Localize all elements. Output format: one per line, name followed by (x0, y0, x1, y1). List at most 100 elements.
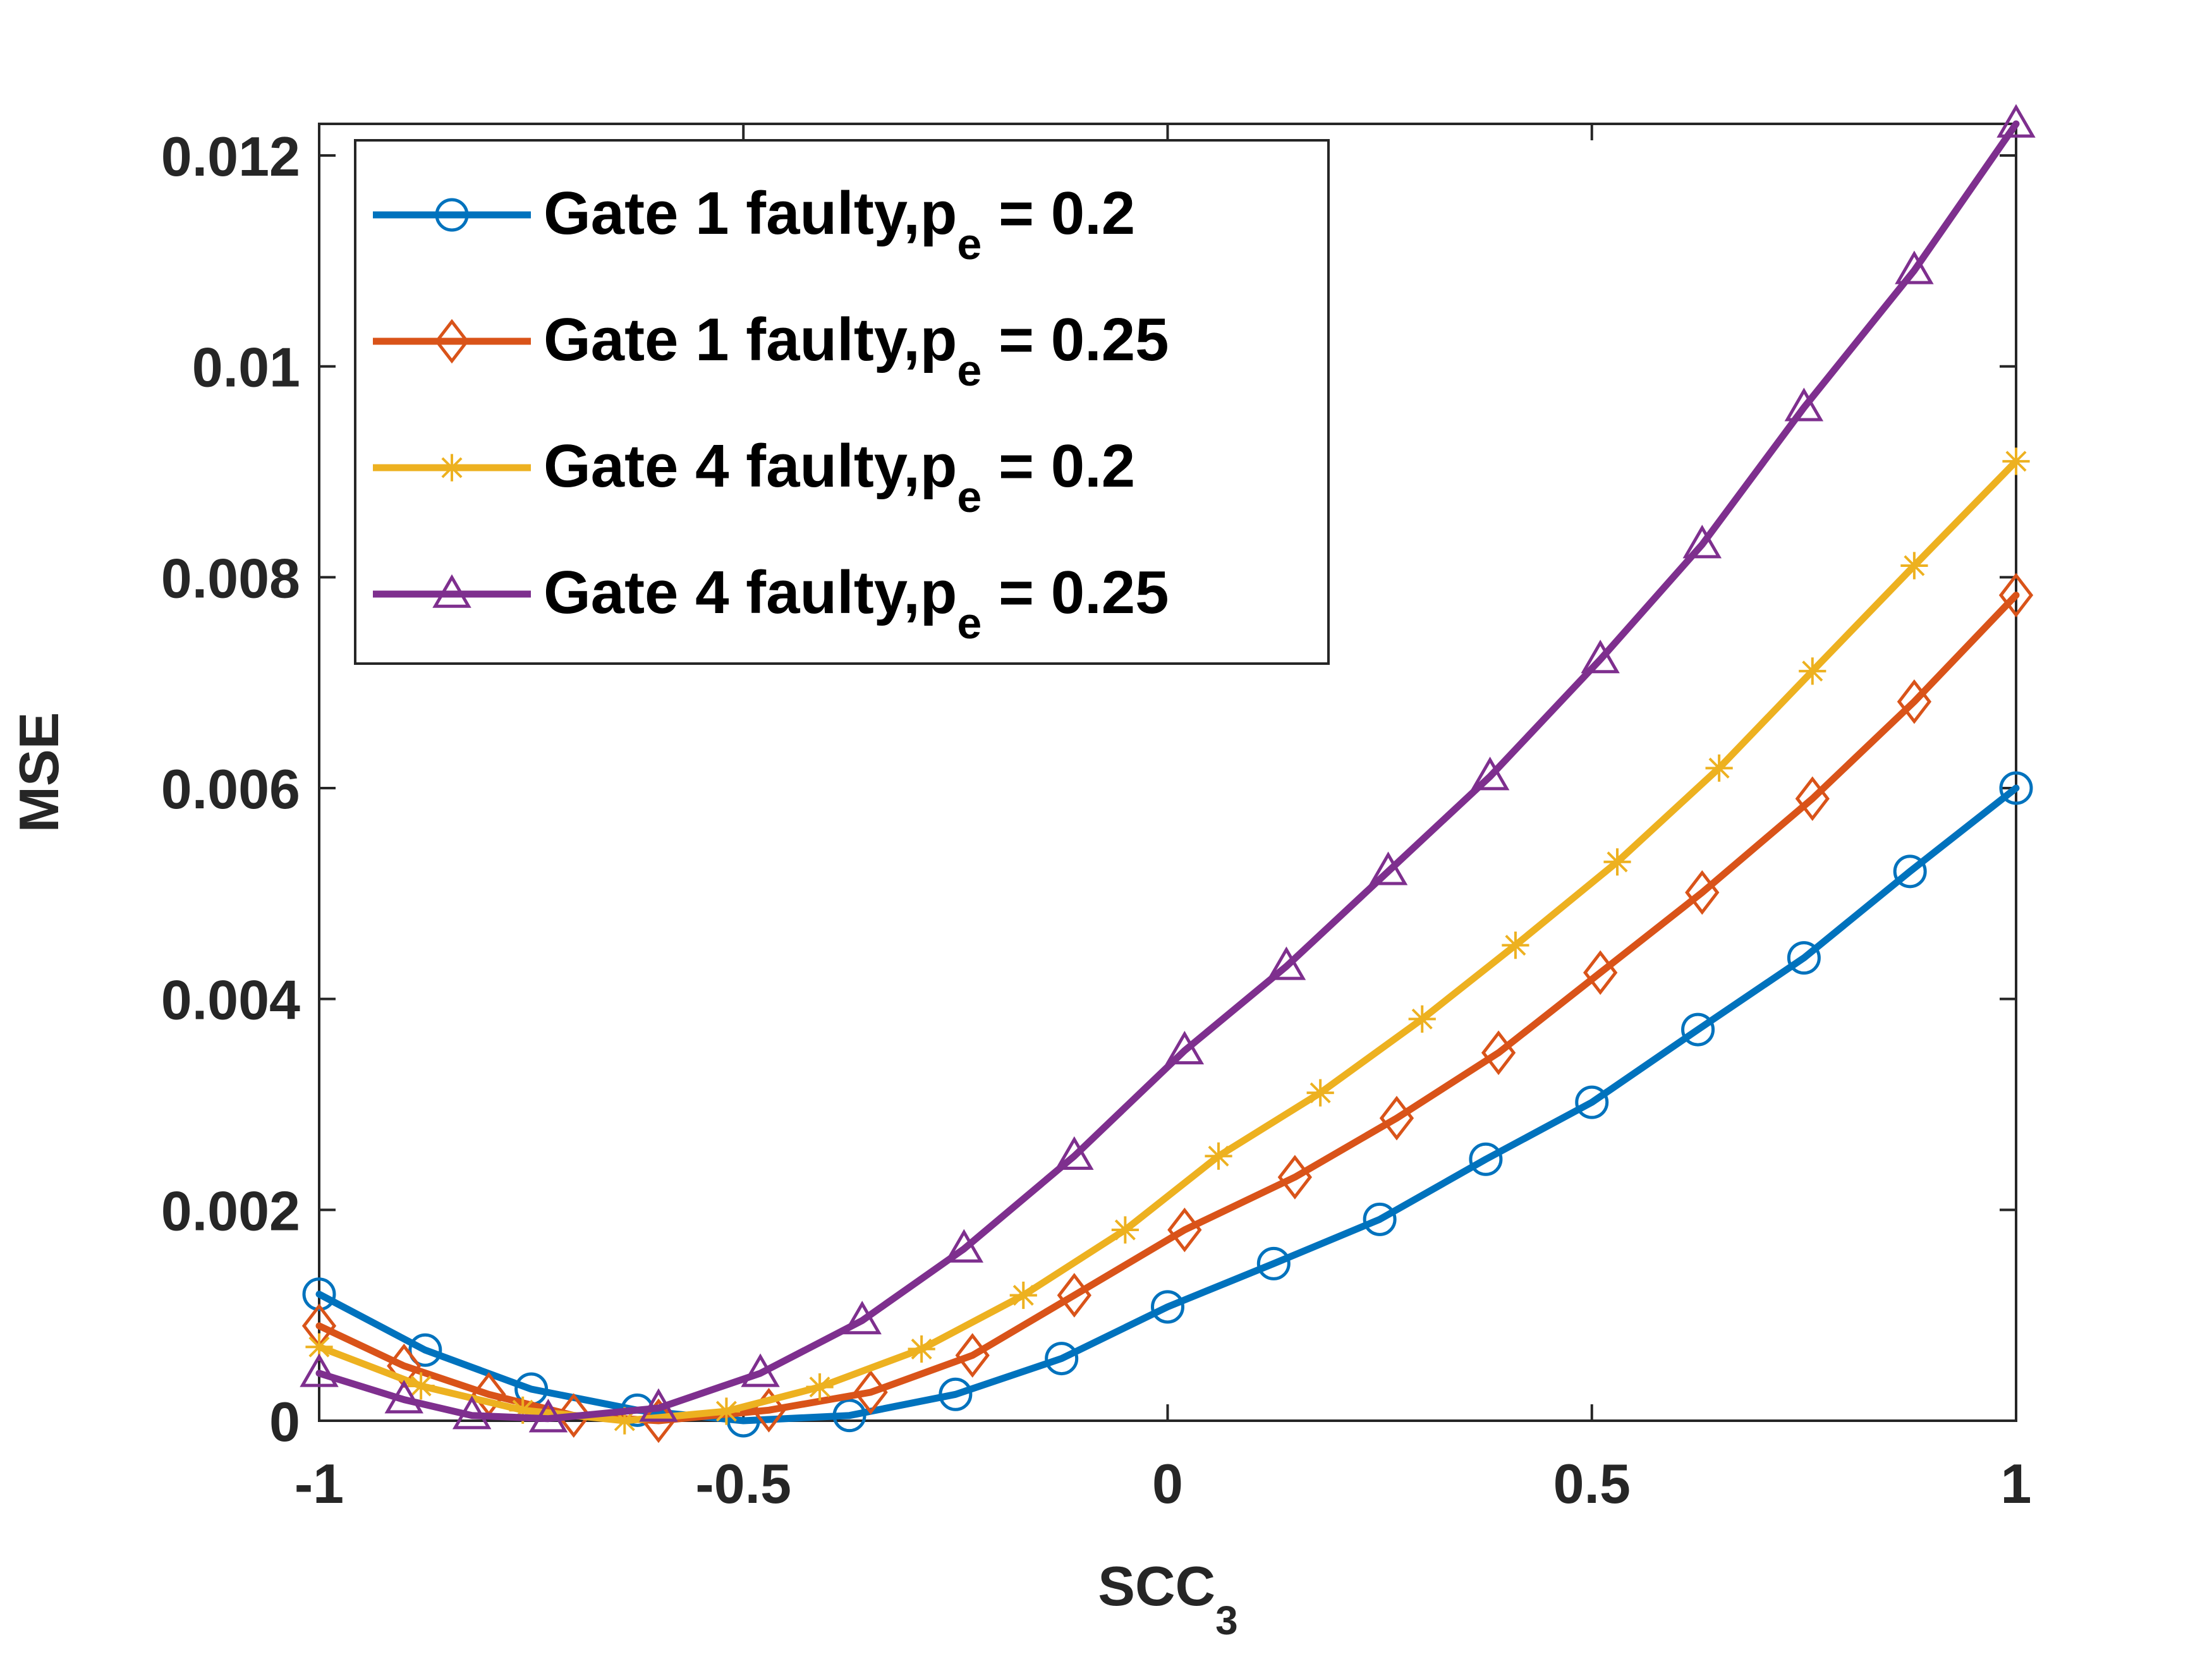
legend-entry-4: Gate 4 faulty,pe = 0.25 (373, 559, 1169, 648)
data-point (712, 1397, 740, 1425)
data-point (853, 1370, 888, 1415)
data-point (1055, 1136, 1094, 1170)
y-tick-label: 0.002 (161, 1179, 300, 1242)
data-point (611, 1407, 638, 1435)
legend-label: Gate 4 faulty,pe = 0.25 (544, 559, 1169, 648)
legend-label-main: Gate 4 faulty,p (544, 432, 957, 500)
data-point (1277, 1155, 1313, 1200)
data-point (1256, 1246, 1291, 1280)
data-point (1681, 1012, 1715, 1047)
legend-marker (432, 574, 471, 608)
series-3 (305, 447, 2030, 1435)
data-point (1111, 1216, 1139, 1244)
y-tick-label: 0.006 (161, 758, 300, 820)
legend-label-main: Gate 4 faulty,p (544, 559, 957, 626)
series-group (300, 104, 2036, 1443)
data-point (384, 1380, 423, 1414)
data-point (1581, 640, 1620, 674)
data-point (302, 1277, 336, 1311)
series-line (315, 458, 2020, 1425)
data-point (832, 1399, 866, 1433)
legend-label-sub: e (957, 219, 981, 269)
data-point (1998, 573, 2034, 618)
legend-entry-2: Gate 1 faulty,pe = 0.25 (373, 306, 1169, 395)
x-tick-label: 0 (1152, 1452, 1183, 1515)
data-point (939, 1377, 973, 1411)
data-point (528, 1399, 568, 1433)
data-point (1784, 387, 1824, 422)
legend-label: Gate 1 faulty,pe = 0.25 (544, 306, 1169, 395)
data-point (1306, 1079, 1334, 1107)
data-point (1603, 848, 1631, 876)
data-point (1583, 950, 1618, 995)
y-tick-label: 0.004 (161, 969, 300, 1031)
tick-labels: -1 -0.5 0 0.5 1 0 0.002 0.004 0.006 0.008 0.01 0.01… (161, 125, 2032, 1515)
y-tick-label: 0.012 (161, 125, 300, 188)
legend-label-tail: = 0.2 (981, 432, 1135, 500)
data-point (1057, 1273, 1091, 1318)
legend-label: Gate 1 faulty,pe = 0.2 (544, 179, 1135, 269)
data-point (1167, 1207, 1202, 1253)
data-point (300, 1353, 339, 1387)
data-point (1685, 870, 1720, 915)
data-point (1481, 1030, 1516, 1076)
legend-label-sub: e (957, 472, 981, 521)
series-1 (302, 771, 2033, 1438)
data-point (2002, 447, 2030, 475)
data-point (1368, 851, 1408, 885)
data-point (1009, 1281, 1037, 1310)
data-point (1795, 776, 1830, 822)
y-axis-label: MSE (8, 712, 70, 833)
y-tick-label: 0 (269, 1390, 300, 1453)
data-point (1379, 1095, 1414, 1141)
data-point (408, 1333, 442, 1367)
legend-label-sub: e (957, 346, 981, 395)
data-point (1267, 946, 1306, 980)
data-point (1799, 657, 1826, 685)
y-tick-label: 0.008 (161, 547, 300, 609)
legend-label-sub: e (957, 599, 981, 648)
data-point (556, 1393, 591, 1438)
x-tick-label: -1 (295, 1452, 344, 1515)
x-axis-label-main: SCC (1098, 1555, 1215, 1617)
data-point (639, 1388, 678, 1422)
y-tick-label: 0.01 (192, 336, 300, 399)
data-point (1045, 1342, 1079, 1376)
legend-box (354, 139, 1330, 665)
legend-marker (434, 319, 470, 364)
data-point (1469, 1142, 1503, 1176)
legend-entry-1: Gate 1 faulty,pe = 0.2 (373, 179, 1135, 269)
data-point (1996, 104, 2036, 138)
data-point (1893, 854, 1927, 889)
x-tick-label: 0.5 (1553, 1452, 1631, 1515)
data-point (305, 1333, 333, 1361)
legend-marker (435, 198, 469, 232)
legend-label-main: Gate 1 faulty,p (544, 306, 957, 374)
data-point (955, 1333, 990, 1378)
x-tick-label: -0.5 (695, 1452, 791, 1515)
data-point (1470, 757, 1510, 791)
data-point (1705, 754, 1733, 782)
legend-label-tail: = 0.25 (981, 559, 1169, 626)
data-point (1895, 250, 1934, 284)
data-point (509, 1396, 537, 1424)
x-axis-label-subscript: 3 (1215, 1598, 1238, 1643)
series-4 (300, 104, 2036, 1433)
data-point (1900, 552, 1928, 580)
x-tick-label: 1 (2001, 1452, 2032, 1515)
data-point (806, 1373, 834, 1401)
legend-label-tail: = 0.25 (981, 306, 1169, 374)
data-point (1787, 941, 1821, 975)
data-point (944, 1229, 984, 1263)
data-point (1205, 1142, 1232, 1170)
data-point (1363, 1202, 1397, 1236)
data-point (1575, 1085, 1609, 1119)
data-point (1897, 679, 1932, 724)
data-point (1999, 771, 2033, 805)
data-point (741, 1353, 780, 1387)
data-point (452, 1395, 492, 1430)
data-point (908, 1335, 935, 1363)
data-point (1151, 1290, 1184, 1324)
